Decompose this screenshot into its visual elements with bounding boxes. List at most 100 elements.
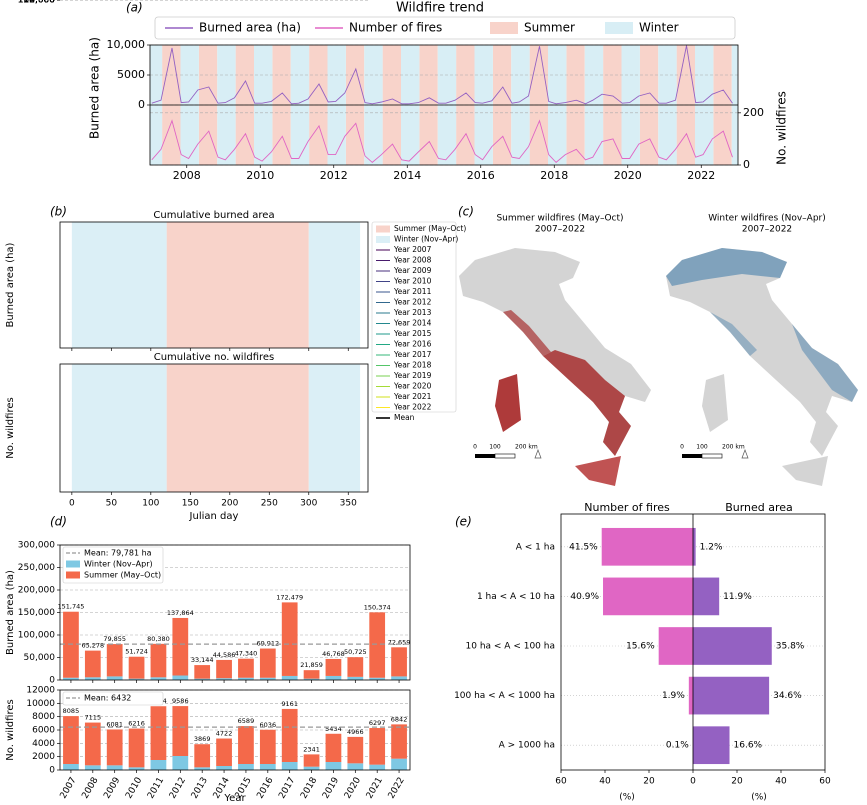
x-tick-label: 2018 bbox=[299, 776, 319, 801]
bar bbox=[693, 676, 770, 715]
bar-segment bbox=[238, 726, 254, 764]
bar-segment bbox=[281, 762, 298, 770]
value-label: 40.9% bbox=[570, 592, 599, 602]
bar-segment bbox=[238, 658, 254, 678]
y-tick-label: 2,000 bbox=[29, 0, 55, 6]
scale-label: 200 km bbox=[722, 444, 745, 451]
bar-segment bbox=[238, 764, 254, 770]
x-tick-label: 60 bbox=[555, 777, 567, 787]
total-label: 65,278 bbox=[81, 642, 104, 650]
bar-segment bbox=[194, 678, 211, 680]
bar-segment bbox=[106, 676, 123, 680]
bar-segment bbox=[150, 677, 167, 680]
bar-segment bbox=[172, 617, 189, 676]
bar-segment bbox=[216, 766, 232, 770]
x-tick-label: 300 bbox=[300, 499, 317, 509]
total-label: 8085 bbox=[63, 707, 80, 715]
total-label: 9586 bbox=[172, 697, 189, 705]
season-band bbox=[71, 222, 167, 348]
total-label: 172,479 bbox=[276, 593, 303, 601]
y-tick-label: 125,000 bbox=[18, 0, 55, 6]
bar-segment bbox=[216, 659, 232, 679]
x-tick-label: 100 bbox=[142, 499, 159, 509]
x-tick-label: 2020 bbox=[614, 169, 642, 182]
series-line bbox=[151, 119, 733, 164]
bar-segment bbox=[63, 677, 79, 680]
x-tick-label: 2019 bbox=[321, 776, 341, 801]
bar bbox=[601, 527, 693, 566]
bar-segment bbox=[369, 677, 386, 680]
value-label: 11.9% bbox=[723, 592, 752, 602]
total-label: 72,659 bbox=[388, 638, 411, 646]
bar-segment bbox=[216, 738, 232, 766]
legend-label: Year 2013 bbox=[393, 308, 432, 317]
plot-frame bbox=[59, 363, 369, 493]
y-tick-label: 75,000 bbox=[24, 0, 56, 6]
value-label: 15.6% bbox=[626, 642, 655, 652]
bar-segment bbox=[369, 728, 386, 765]
category-label: 100 ha < A < 1000 ha bbox=[454, 691, 555, 701]
legend-label: Year 2017 bbox=[393, 350, 432, 359]
fire-area bbox=[543, 350, 631, 456]
y-tick-label: 0 bbox=[49, 676, 55, 686]
bar-segment bbox=[63, 611, 79, 678]
panel-label: (d) bbox=[50, 515, 67, 529]
bar-segment bbox=[172, 675, 189, 680]
season-band bbox=[166, 364, 309, 492]
y-tick-label: 6000 bbox=[32, 726, 55, 736]
legend-swatch bbox=[66, 560, 80, 568]
y2-tick-label: 200 bbox=[743, 106, 764, 119]
sardinia bbox=[495, 374, 521, 432]
bar-segment bbox=[325, 733, 342, 762]
bar-segment bbox=[63, 716, 79, 764]
fire-area bbox=[792, 324, 858, 402]
legend-box bbox=[371, 221, 457, 413]
bar-segment bbox=[259, 677, 276, 680]
legend-label: Mean: 79,781 ha bbox=[84, 549, 152, 558]
plot-frame bbox=[59, 689, 411, 771]
bar-segment bbox=[369, 612, 386, 678]
y-tick-label: 4,000 bbox=[29, 0, 55, 6]
x-tick-label: 2022 bbox=[687, 169, 715, 182]
bar-segment bbox=[63, 764, 79, 770]
fire-area bbox=[666, 248, 787, 286]
legend-label: Summer bbox=[524, 21, 575, 35]
total-label: 50,725 bbox=[344, 648, 367, 656]
y-tick-label: 150,000 bbox=[18, 608, 55, 618]
map-title: Winter wildfires (Nov–Apr) bbox=[708, 214, 826, 224]
y-tick-label: 6,000 bbox=[29, 0, 55, 6]
bar-segment bbox=[281, 602, 298, 676]
value-label: 0.1% bbox=[666, 741, 689, 751]
y-tick-label: 300,000 bbox=[18, 541, 55, 551]
x-tick-label: 150 bbox=[182, 499, 199, 509]
bar bbox=[693, 726, 730, 765]
value-label: 35.8% bbox=[776, 642, 805, 652]
bar-segment bbox=[259, 729, 276, 764]
bar-segment bbox=[281, 708, 298, 762]
legend-label: Number of fires bbox=[349, 21, 442, 35]
total-label: 150,374 bbox=[364, 603, 391, 611]
bar-segment bbox=[128, 678, 145, 680]
legend-box bbox=[62, 546, 164, 584]
bar-segment bbox=[325, 762, 342, 770]
x-tick-label: 2021 bbox=[365, 776, 385, 801]
y-tick-label: 250,000 bbox=[18, 563, 55, 573]
scale-label: 0 bbox=[680, 444, 684, 451]
bar-segment bbox=[150, 706, 167, 760]
scale-bar bbox=[494, 453, 516, 459]
bar-segment bbox=[84, 722, 101, 766]
total-label: 151,745 bbox=[57, 603, 84, 611]
legend-label: Winter (Nov–Apr) bbox=[394, 235, 458, 244]
season-band bbox=[166, 222, 309, 348]
x-tick-label: 2022 bbox=[387, 776, 407, 801]
x-axis-label: Year bbox=[223, 793, 246, 804]
category-label: 1 ha < A < 10 ha bbox=[477, 592, 555, 602]
bar-segment bbox=[84, 677, 101, 680]
map-subtitle: 2007–2022 bbox=[535, 225, 585, 235]
x-tick-label: 250 bbox=[261, 499, 278, 509]
legend-label: Year 2010 bbox=[393, 277, 432, 286]
x-tick-label: 2017 bbox=[277, 776, 297, 801]
total-label: 6036 bbox=[260, 721, 277, 729]
